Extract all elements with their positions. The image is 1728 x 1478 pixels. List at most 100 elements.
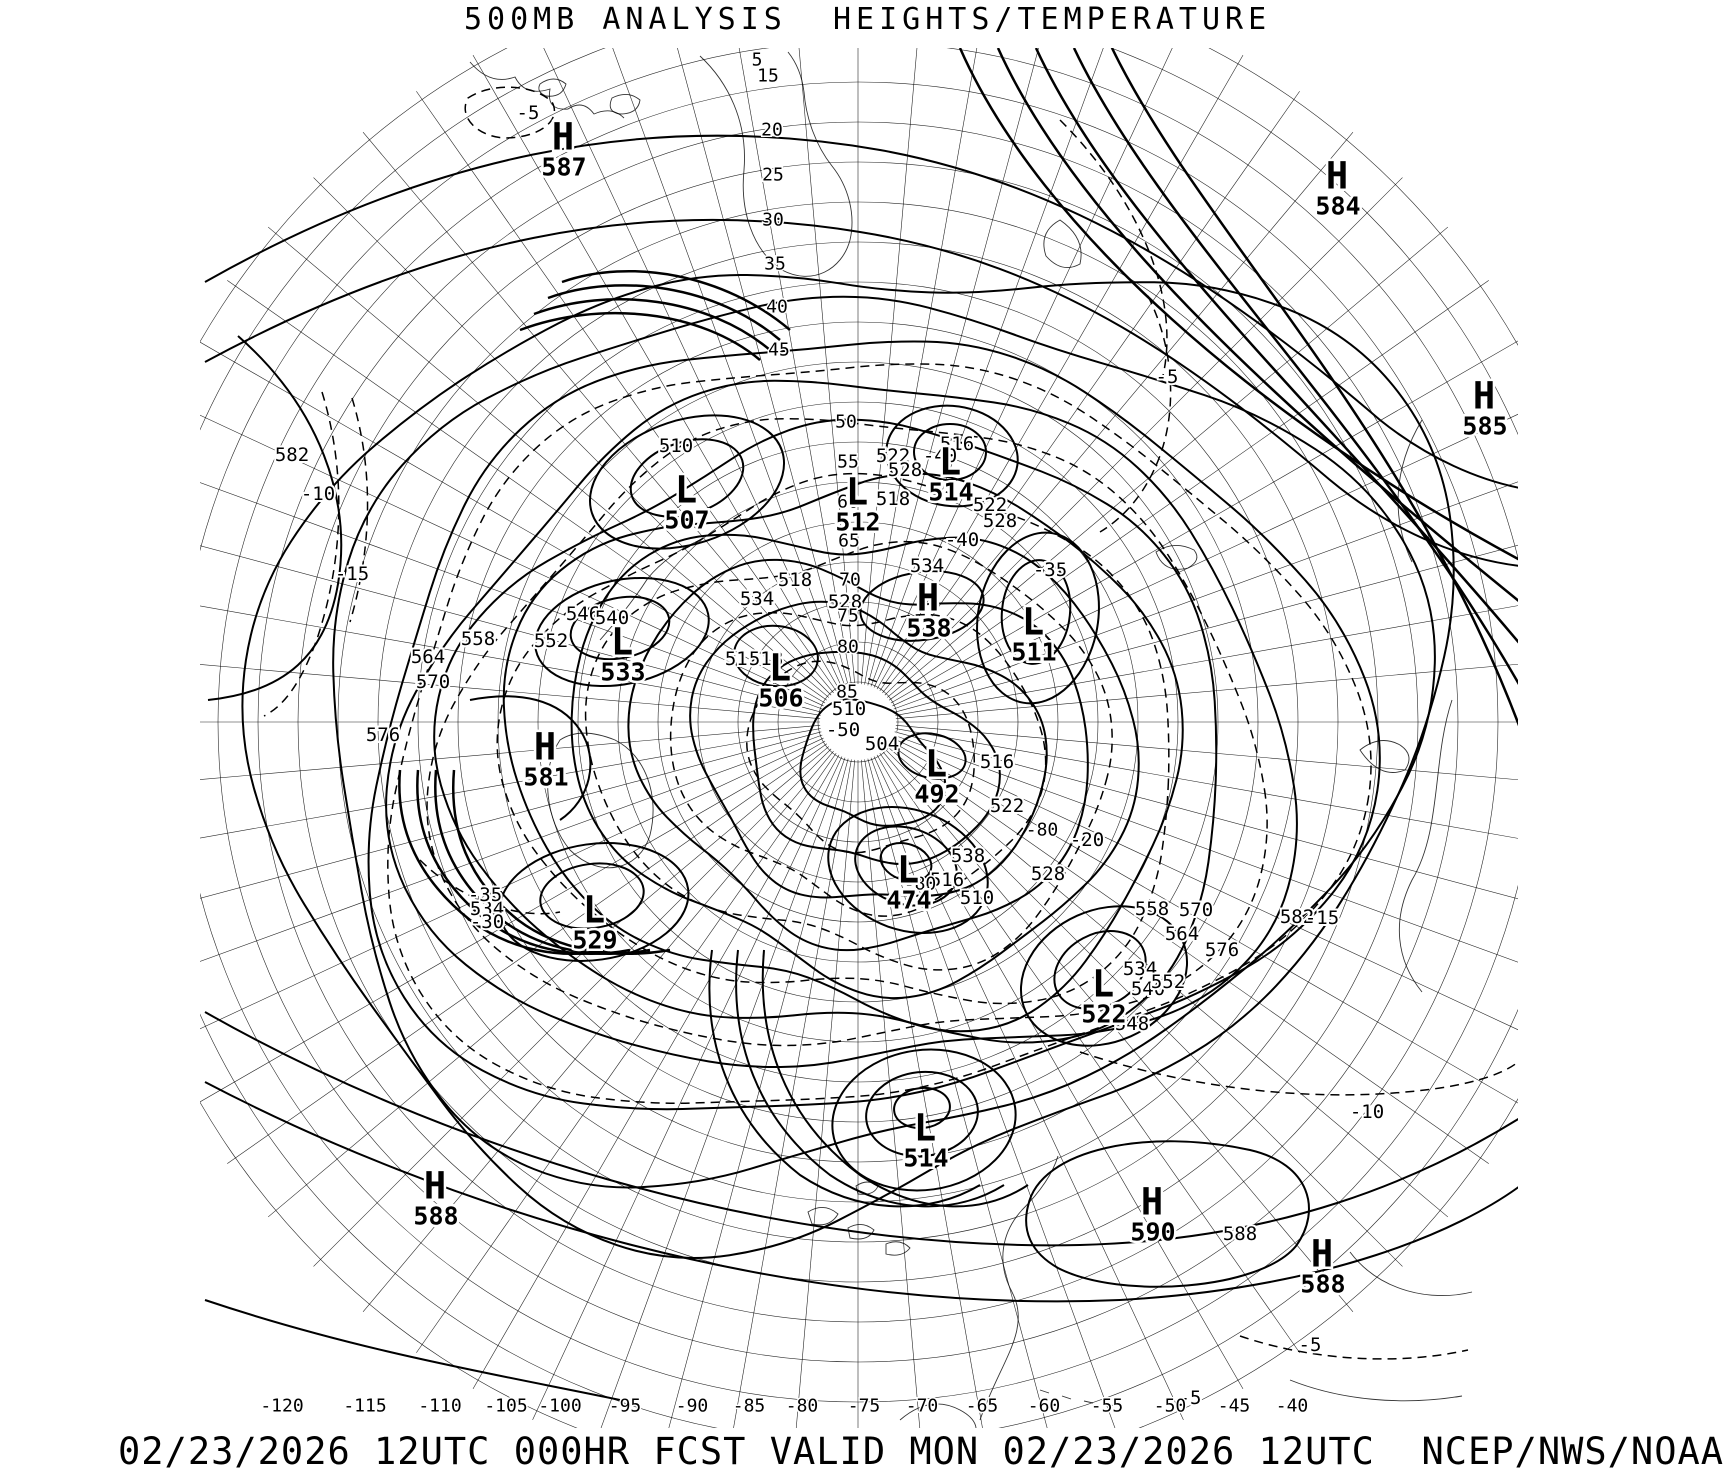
chart-footer: 02/23/2026 12UTC 000HR FCST VALID MON 02… bbox=[118, 1430, 1725, 1473]
pressure-center-value: 588 bbox=[413, 1202, 458, 1231]
chart-title: 500MB ANALYSIS HEIGHTS/TEMPERATURE bbox=[464, 2, 1272, 37]
latitude-label: 50 bbox=[835, 412, 857, 433]
pressure-center-value: 590 bbox=[1130, 1218, 1175, 1247]
longitude-label: -80 bbox=[1026, 820, 1059, 841]
latitude-label: 30 bbox=[762, 210, 784, 231]
latitude-label: 40 bbox=[766, 297, 788, 318]
latitude-longitude-grid bbox=[200, 48, 1518, 1428]
height-contour-label: 516 bbox=[940, 433, 974, 455]
pressure-center-value: 522 bbox=[1081, 1000, 1126, 1029]
height-contour-label: 570 bbox=[1179, 899, 1213, 921]
longitude-label: -50 bbox=[1154, 1396, 1187, 1417]
pressure-center-value: 529 bbox=[572, 926, 617, 955]
pressure-center-value: 474 bbox=[886, 886, 931, 915]
longitude-label: -100 bbox=[538, 1396, 581, 1417]
temperature-contour-label: -15 bbox=[335, 563, 369, 585]
high-center-symbol: H bbox=[1141, 1181, 1163, 1224]
low-center-symbol: L bbox=[939, 441, 961, 484]
height-contour-label: 576 bbox=[366, 724, 400, 746]
high-center-symbol: H bbox=[917, 577, 939, 620]
height-contour-label: 518 bbox=[749, 648, 783, 670]
temperature-contour-label: -10 bbox=[1350, 1101, 1384, 1123]
height-contour-label: 538 bbox=[951, 845, 985, 867]
low-center-symbol: L bbox=[1092, 963, 1114, 1006]
temperature-contour-label: -5 bbox=[1179, 1387, 1202, 1409]
pressure-center-value: 514 bbox=[903, 1144, 948, 1173]
height-contour-label: 528 bbox=[1031, 863, 1065, 885]
low-center-symbol: L bbox=[675, 469, 697, 512]
height-contour-label: 582 bbox=[275, 444, 309, 466]
latitude-label: 5 bbox=[752, 50, 763, 71]
pressure-center-value: 533 bbox=[600, 658, 645, 687]
height-contour-label: 534 bbox=[910, 555, 944, 577]
height-contour-label: 552 bbox=[1151, 971, 1185, 993]
latitude-label: 45 bbox=[768, 340, 790, 361]
pressure-center-value: 507 bbox=[664, 506, 709, 535]
high-center-symbol: H bbox=[1311, 1233, 1333, 1276]
height-contour-label: 518 bbox=[876, 488, 910, 510]
high-center-symbol: H bbox=[552, 116, 574, 159]
high-center-symbol: H bbox=[424, 1165, 446, 1208]
height-contour-label: 522 bbox=[973, 494, 1007, 516]
longitude-label: -85 bbox=[733, 1396, 766, 1417]
height-contour-label: 504 bbox=[865, 733, 899, 755]
height-contour-label: 552 bbox=[534, 630, 568, 652]
height-contour-label: 518 bbox=[778, 569, 812, 591]
longitude-label: -90 bbox=[676, 1396, 709, 1417]
longitude-label: -80 bbox=[904, 874, 937, 895]
pressure-center-value: 538 bbox=[906, 614, 951, 643]
height-contour-label: 540 bbox=[1131, 978, 1165, 1000]
longitude-label: -95 bbox=[609, 1396, 642, 1417]
temperature-contour-label: -5 bbox=[517, 102, 540, 124]
height-contour-label: 570 bbox=[416, 671, 450, 693]
height-contour-label: 564 bbox=[1165, 923, 1199, 945]
height-contour-label: 582 bbox=[1280, 906, 1314, 928]
pressure-center-value: 581 bbox=[523, 763, 568, 792]
height-contour-label: 588 bbox=[1223, 1223, 1257, 1245]
longitude-label: -45 bbox=[1218, 1396, 1251, 1417]
high-center-symbol: H bbox=[1326, 155, 1348, 198]
pressure-center-value: 587 bbox=[541, 153, 586, 182]
low-center-symbol: L bbox=[897, 849, 919, 892]
temperature-contour-label: -50 bbox=[826, 719, 860, 741]
height-contour-label: 528 bbox=[828, 591, 862, 613]
temperature-contour-label: -35 bbox=[468, 884, 502, 906]
pressure-center-value: 585 bbox=[1462, 412, 1507, 441]
height-contour-label: 516 bbox=[980, 751, 1014, 773]
temperature-contours-dashed bbox=[263, 86, 1518, 1360]
low-center-symbol: L bbox=[769, 647, 791, 690]
latitude-label: 55 bbox=[837, 452, 859, 473]
height-contour-label: 528 bbox=[983, 510, 1017, 532]
temperature-contour-label: -35 bbox=[1033, 559, 1067, 581]
longitude-label: -110 bbox=[418, 1396, 461, 1417]
longitude-label: -60 bbox=[1028, 1396, 1061, 1417]
low-center-symbol: L bbox=[846, 471, 868, 514]
height-contour-label: 516 bbox=[930, 869, 964, 891]
latitude-label: 60 bbox=[837, 492, 859, 513]
pressure-center-value: 511 bbox=[1011, 638, 1056, 667]
temperature-contour-label: -40 bbox=[945, 529, 979, 551]
low-center-symbol: L bbox=[1022, 601, 1044, 644]
longitude-label: -120 bbox=[260, 1396, 303, 1417]
temperature-contour-label: -10 bbox=[301, 483, 335, 505]
height-contour-label: 540 bbox=[595, 607, 629, 629]
pressure-center-value: 506 bbox=[758, 684, 803, 713]
latitude-label: 70 bbox=[839, 570, 861, 591]
pressure-center-value: 492 bbox=[914, 780, 959, 809]
latitude-label: 65 bbox=[838, 531, 860, 552]
height-contour-label: 522 bbox=[876, 445, 910, 467]
latitude-label: 35 bbox=[764, 254, 786, 275]
low-center-symbol: L bbox=[583, 889, 605, 932]
height-contour-label: 510 bbox=[659, 435, 693, 457]
temperature-contour-label: -30 bbox=[470, 911, 504, 933]
height-contour-label: 564 bbox=[411, 646, 445, 668]
longitude-label: -115 bbox=[343, 1396, 386, 1417]
temperature-contour-label: -15 bbox=[1305, 907, 1339, 929]
low-center-symbol: L bbox=[611, 621, 633, 664]
height-contour-label: 548 bbox=[1115, 1013, 1149, 1035]
low-center-symbol: L bbox=[914, 1107, 936, 1150]
